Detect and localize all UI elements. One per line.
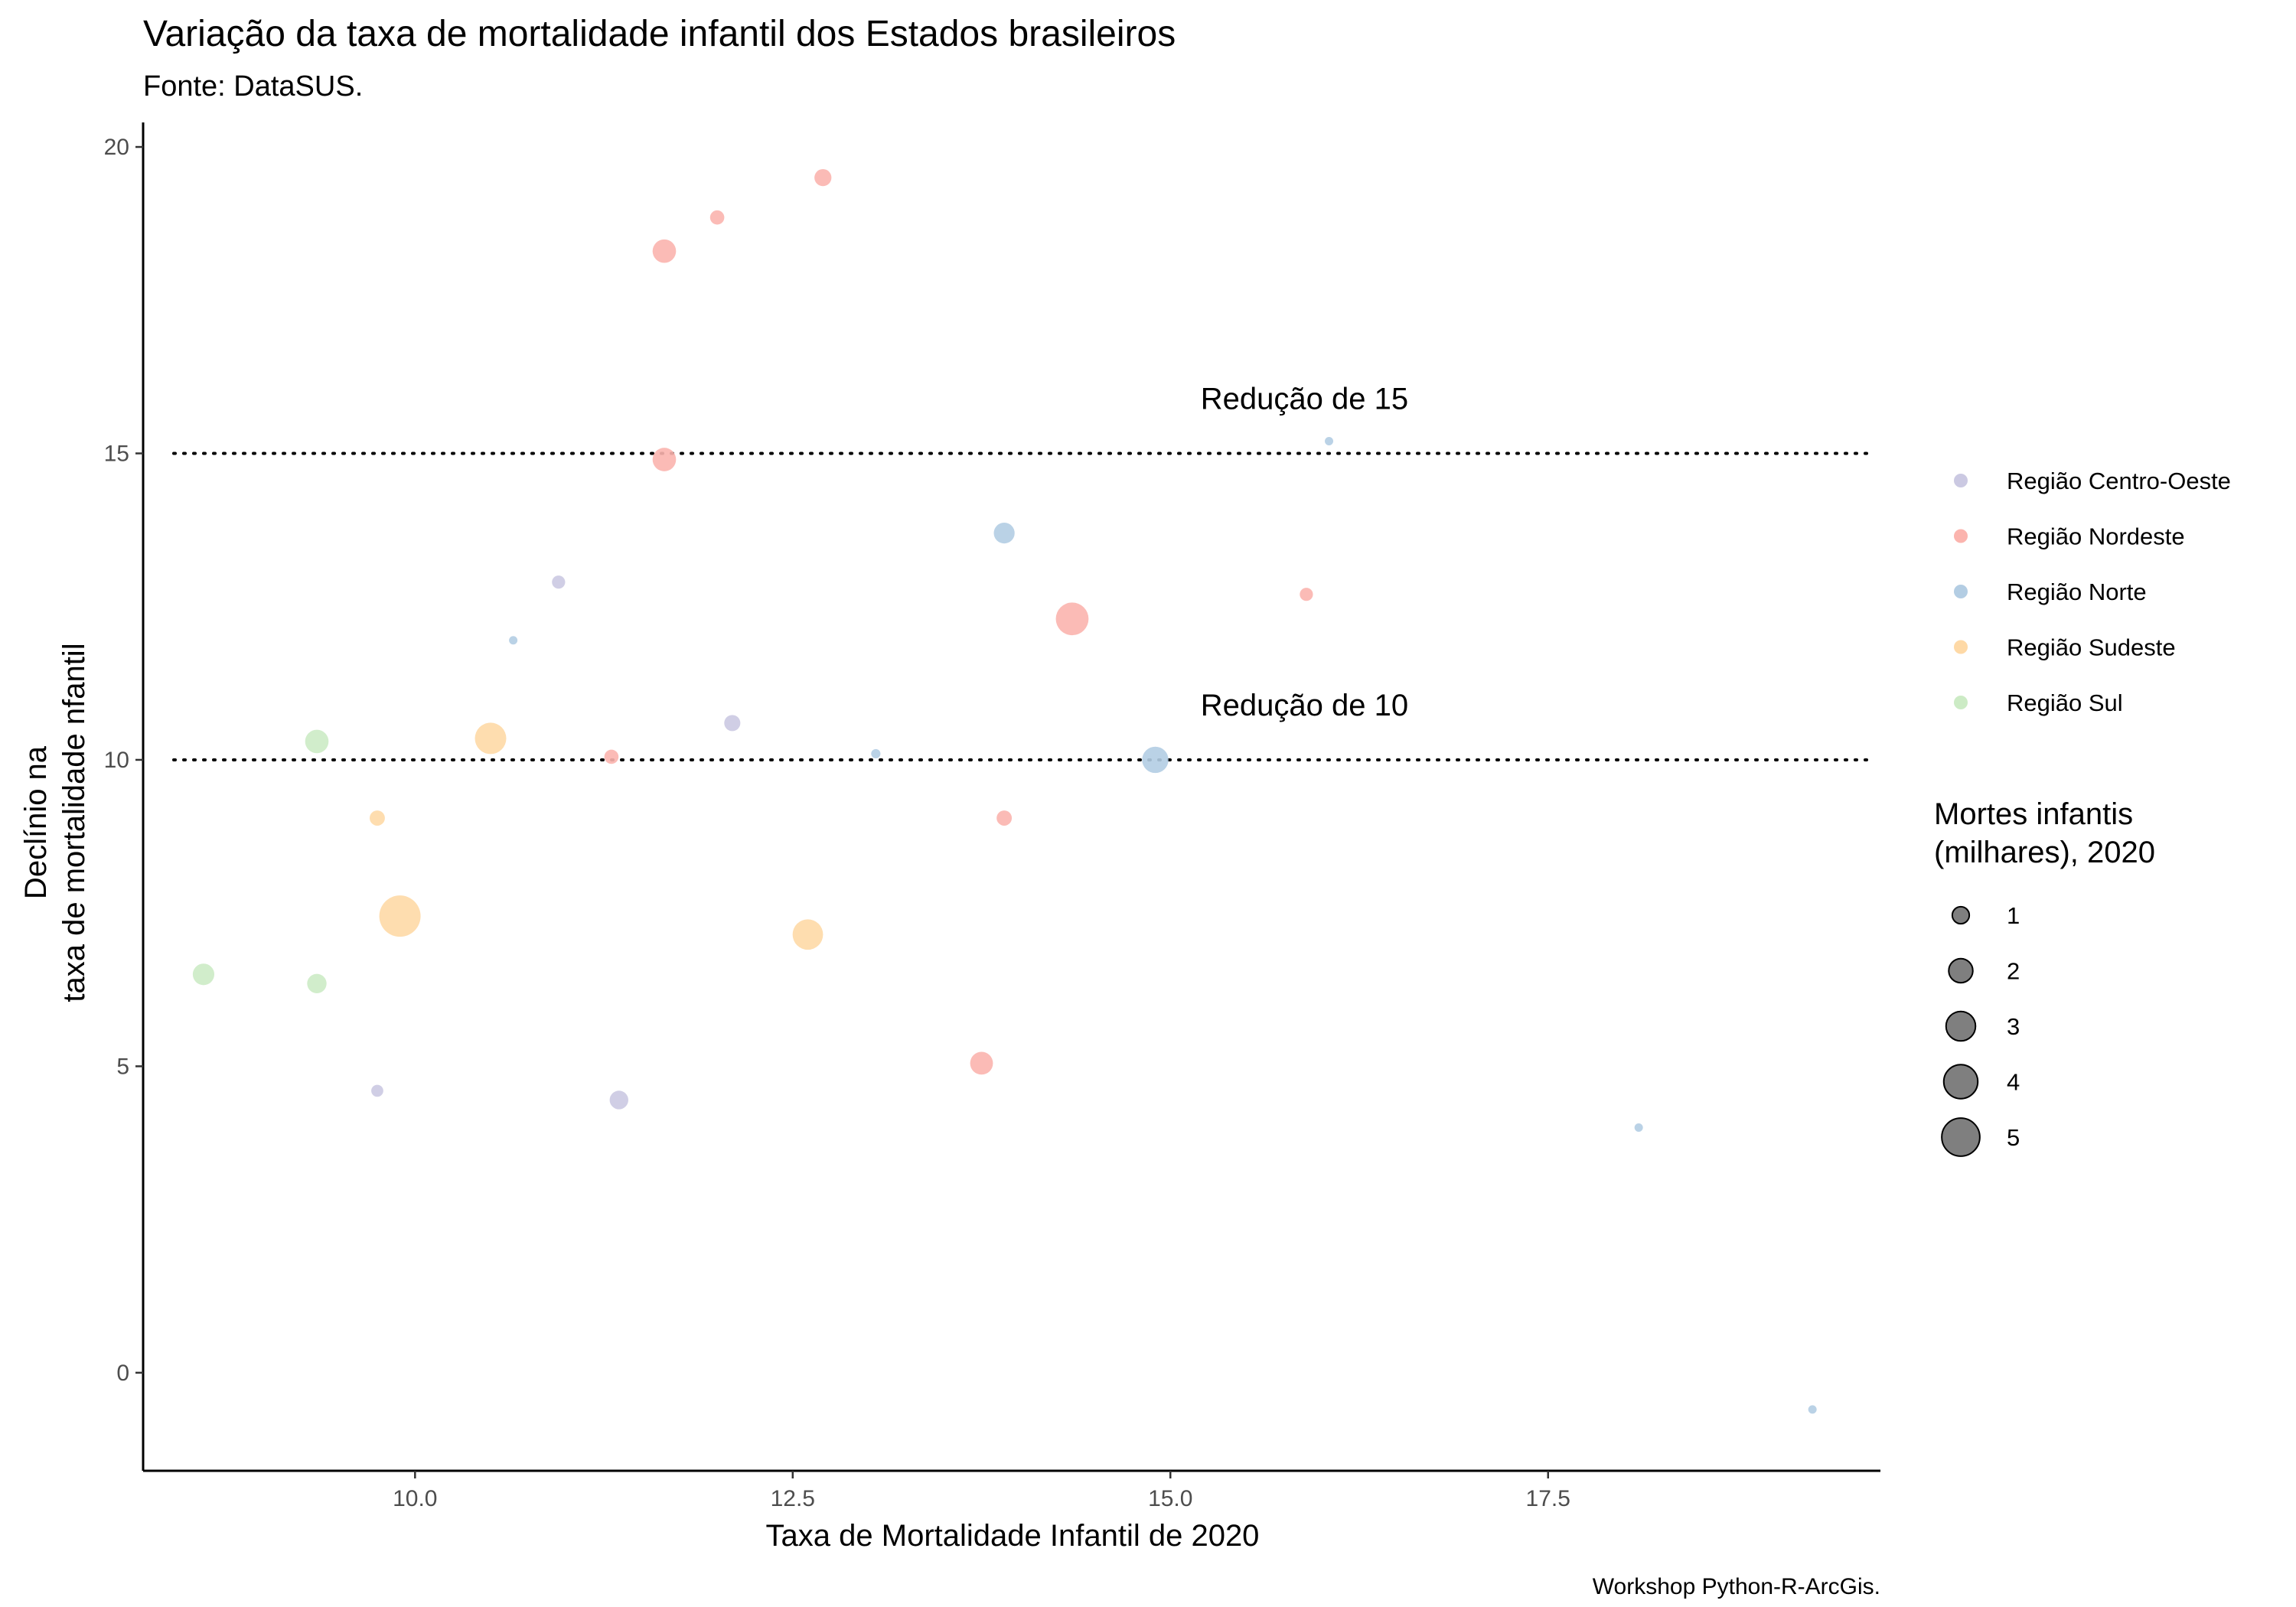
size-legend-key (1951, 905, 1971, 925)
chart-subtitle: Fonte: DataSUS. (143, 70, 363, 103)
legend-key (1954, 640, 1968, 654)
data-point (509, 636, 518, 645)
legend-label: Região Norte (2007, 579, 2147, 605)
y-tick-label: 15 (104, 441, 129, 466)
data-point (1808, 1405, 1817, 1414)
x-tick-label: 10.0 (393, 1486, 437, 1511)
data-point (1325, 436, 1334, 445)
data-point (871, 748, 881, 759)
size-legend-key (1945, 1010, 1977, 1042)
legend-label: Região Sul (2007, 689, 2123, 716)
data-point (1634, 1123, 1643, 1132)
plot-area: Redução de 15 Redução de 10 0 5 10 15 20 10.0… (104, 122, 1880, 1511)
data-point (1300, 588, 1313, 601)
x-tick-label: 12.5 (771, 1486, 815, 1511)
x-axis-title: Taxa de Mortalidade Infantil de 2020 (766, 1519, 1260, 1553)
data-point (370, 810, 385, 826)
data-point (724, 715, 741, 732)
x-tick-label: 15.0 (1148, 1486, 1192, 1511)
size-legend-label: 5 (2007, 1124, 2020, 1151)
data-point (1142, 746, 1169, 774)
x-tick-label: 17.5 (1526, 1486, 1570, 1511)
data-point (993, 522, 1015, 544)
data-point (371, 1084, 383, 1097)
data-point (475, 722, 507, 755)
legend-label: Região Centro-Oeste (2007, 468, 2231, 494)
y-axis-title: Declínio na taxa de mortalidade nfantil (19, 643, 91, 1002)
legend-key (1954, 585, 1968, 598)
y-axis-ticks: 0 5 10 15 20 (104, 135, 143, 1386)
reference-line-label: Redução de 10 (1201, 689, 1408, 722)
size-legend-key (1942, 1064, 1979, 1100)
data-point (652, 448, 677, 471)
data-points (192, 168, 1817, 1414)
data-point (792, 919, 823, 950)
data-point (814, 168, 832, 187)
size-legend-title-line-2: (milhares), 2020 (1934, 836, 2155, 869)
reference-line-label: Redução de 15 (1201, 382, 1408, 416)
size-legend-label: 2 (2007, 958, 2020, 985)
data-point (970, 1051, 993, 1075)
size-legend-key (1948, 957, 1974, 984)
y-tick-label: 10 (104, 748, 129, 773)
size-legend-label: 1 (2007, 902, 2020, 929)
data-point (305, 729, 329, 754)
y-tick-label: 20 (104, 135, 129, 160)
y-tick-label: 5 (116, 1054, 129, 1079)
data-point (307, 973, 327, 993)
chart-title: Variação da taxa de mortalidade infantil… (143, 14, 1176, 54)
size-legend-title-line-1: Mortes infantis (1934, 797, 2133, 831)
data-point (604, 749, 619, 764)
size-legend-label: 4 (2007, 1069, 2020, 1096)
legend-key (1954, 529, 1968, 543)
size-legend: Mortes infantis (milhares), 2020 1 2 3 4 5 (1934, 797, 2155, 1157)
y-tick-label: 0 (116, 1361, 129, 1386)
size-legend-label: 3 (2007, 1013, 2020, 1040)
data-point (996, 810, 1013, 826)
data-point (192, 963, 215, 986)
reference-lines: Redução de 15 Redução de 10 (172, 382, 1874, 761)
y-axis-title-line-1: Declínio na (19, 745, 53, 899)
data-point (652, 239, 677, 263)
legend-key (1954, 474, 1968, 487)
legend-key (1954, 696, 1968, 709)
data-point (709, 210, 725, 225)
size-legend-key (1941, 1117, 1981, 1157)
chart-caption: Workshop Python-R-ArcGis. (1593, 1574, 1880, 1599)
data-point (552, 575, 566, 589)
y-axis-title-line-2: taxa de mortalidade nfantil (57, 643, 91, 1002)
legend-label: Região Nordeste (2007, 523, 2185, 550)
data-point (379, 895, 421, 937)
color-legend: Região Centro-Oeste Região Nordeste Região… (1954, 468, 2231, 716)
data-point (609, 1090, 628, 1110)
x-axis-ticks: 10.0 12.5 15.0 17.5 (393, 1471, 1570, 1511)
legend-label: Região Sudeste (2007, 634, 2176, 661)
data-point (1055, 602, 1089, 636)
